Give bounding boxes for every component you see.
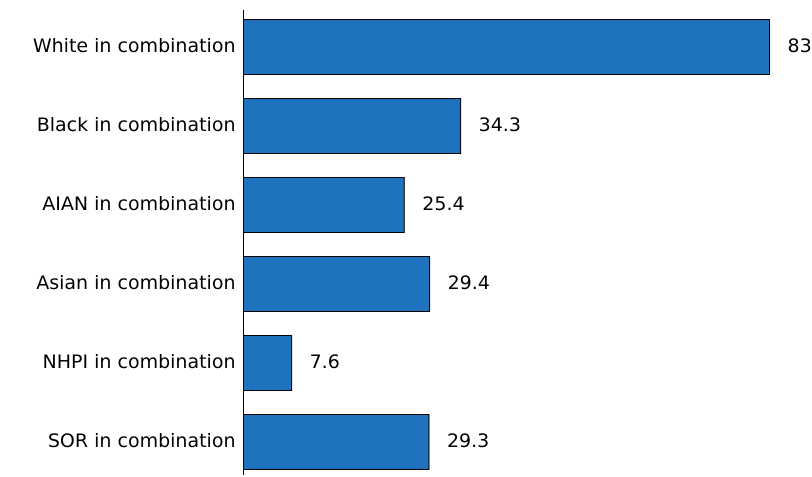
- bars-group: [243, 19, 770, 470]
- value-labels: 83.1 34.3 25.4 29.4 7.6 29.3: [310, 35, 812, 452]
- value-label-black-in-combination: 34.3: [479, 114, 521, 136]
- category-label-aian-in-combination: AIAN in combination: [42, 193, 235, 215]
- category-label-black-in-combination: Black in combination: [37, 114, 236, 136]
- value-label-asian-in-combination: 29.4: [448, 272, 490, 294]
- bar-black-in-combination: [243, 98, 462, 154]
- bar-nhpi-in-combination: [243, 335, 293, 391]
- category-label-white-in-combination: White in combination: [33, 35, 236, 57]
- bar-sor-in-combination: [243, 414, 430, 470]
- value-label-nhpi-in-combination: 7.6: [310, 351, 340, 373]
- category-label-sor-in-combination: SOR in combination: [48, 430, 236, 452]
- category-label-nhpi-in-combination: NHPI in combination: [43, 351, 236, 373]
- value-label-sor-in-combination: 29.3: [447, 430, 489, 452]
- value-label-white-in-combination: 83.1: [788, 35, 812, 57]
- category-label-asian-in-combination: Asian in combination: [36, 272, 235, 294]
- category-labels: White in combination Black in combination…: [33, 35, 236, 452]
- value-label-aian-in-combination: 25.4: [422, 193, 464, 215]
- bar-asian-in-combination: [243, 256, 431, 312]
- bar-aian-in-combination: [243, 177, 405, 233]
- bar-white-in-combination: [243, 19, 770, 75]
